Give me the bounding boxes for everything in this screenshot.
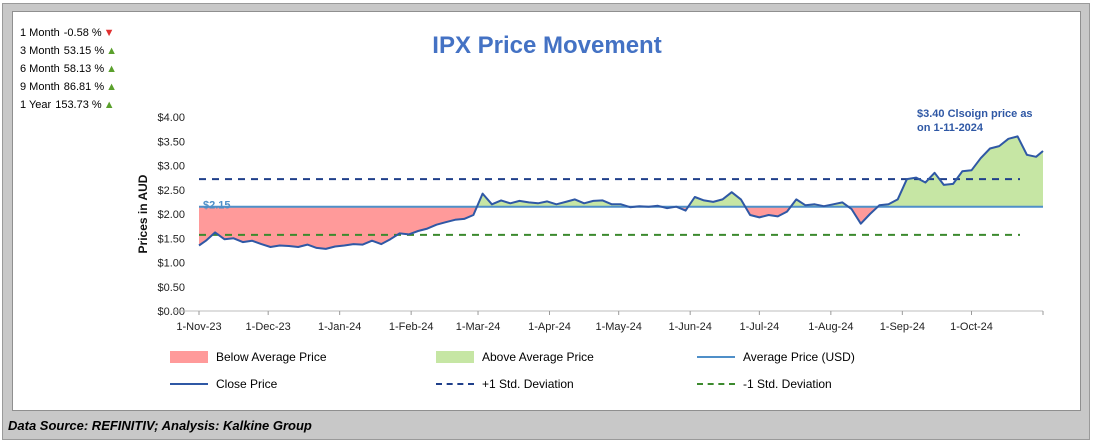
above-average-area (476, 136, 1043, 207)
arrow-up-icon: ▲ (106, 45, 118, 57)
legend-swatch (697, 356, 735, 358)
below-average-area (199, 206, 878, 249)
performance-period: 6 Month (20, 63, 60, 75)
x-tick-label: 1-Aug-24 (808, 321, 853, 333)
legend-label: Average Price (USD) (743, 350, 855, 364)
x-tick-label: 1-Oct-24 (950, 321, 993, 333)
x-tick-label: 1-Feb-24 (389, 321, 434, 333)
y-axis-title: Prices in AUD (136, 174, 150, 253)
y-tick-label: $2.00 (157, 209, 185, 221)
legend-item: -1 Std. Deviation (697, 375, 832, 393)
x-tick-label: 1-Jun-24 (668, 321, 711, 333)
x-tick-label: 1-Dec-23 (246, 321, 291, 333)
performance-period: 1 Month (20, 27, 60, 39)
y-tick-label: $1.00 (157, 258, 185, 270)
legend-swatch (697, 383, 735, 385)
legend-item: +1 Std. Deviation (436, 375, 574, 393)
legend-item: Above Average Price (436, 348, 594, 366)
legend-label: -1 Std. Deviation (743, 377, 832, 391)
performance-row: 6 Month 58.13 % ▲ (20, 60, 117, 78)
x-tick-label: 1-Jan-24 (318, 321, 361, 333)
y-tick-label: $1.50 (157, 233, 185, 245)
performance-value: -0.58 % (63, 27, 102, 39)
y-tick-label: $0.00 (157, 306, 185, 318)
chart-panel (12, 11, 1081, 411)
y-tick-label: $2.50 (157, 185, 185, 197)
chart-legend: Below Average Price Above Average Price Av… (170, 348, 1070, 392)
x-tick-label: 1-May-24 (595, 321, 641, 333)
performance-summary: 1 Month -0.58 % ▼ 3 Month 53.15 % ▲ 6 Month 58.… (20, 24, 117, 114)
y-tick-label: $4.00 (157, 112, 185, 124)
legend-swatch (436, 351, 474, 363)
x-tick-label: 1-Sep-24 (880, 321, 925, 333)
y-tick-label: $3.50 (157, 136, 185, 148)
performance-period: 3 Month (20, 45, 60, 57)
performance-row: 1 Month -0.58 % ▼ (20, 24, 117, 42)
outer-frame (2, 3, 1090, 440)
legend-label: +1 Std. Deviation (482, 377, 574, 391)
performance-row: 1 Year 153.73 % ▲ (20, 96, 117, 114)
legend-item: Close Price (170, 375, 277, 393)
performance-value: 153.73 % (55, 99, 102, 111)
y-tick-label: $0.50 (157, 282, 185, 294)
performance-value: 53.15 % (63, 45, 105, 57)
close-price-line (198, 135, 1044, 250)
legend-item: Below Average Price (170, 348, 327, 366)
x-tick-label: 1-Apr-24 (528, 321, 571, 333)
closing-price-annotation: on 1-11-2024 (917, 122, 984, 134)
arrow-down-icon: ▼ (103, 27, 115, 39)
x-tick-label: 1-Nov-23 (176, 321, 221, 333)
performance-period: 1 Year (20, 99, 52, 111)
x-tick-label: 1-Mar-24 (456, 321, 501, 333)
legend-swatch (170, 351, 208, 363)
legend-item: Average Price (USD) (697, 348, 855, 366)
performance-row: 3 Month 53.15 % ▲ (20, 42, 117, 60)
performance-row: 9 Month 86.81 % ▲ (20, 78, 117, 96)
legend-swatch (436, 383, 474, 385)
y-tick-label: $3.00 (157, 161, 185, 173)
legend-label: Close Price (216, 377, 278, 391)
data-source-note: Data Source: REFINITIV; Analysis: Kalkin… (8, 418, 312, 433)
performance-period: 9 Month (20, 81, 60, 93)
arrow-up-icon: ▲ (106, 81, 118, 93)
x-tick-label: 1-Jul-24 (739, 321, 779, 333)
arrow-up-icon: ▲ (103, 99, 115, 111)
performance-value: 86.81 % (63, 81, 105, 93)
legend-swatch (170, 383, 208, 385)
legend-label: Below Average Price (216, 350, 327, 364)
closing-price-annotation: $3.40 Clsoign price as (917, 108, 1033, 120)
average-price-label: $2.15 (203, 200, 231, 212)
chart-title: IPX Price Movement (432, 32, 662, 59)
legend-label: Above Average Price (482, 350, 594, 364)
performance-value: 58.13 % (63, 63, 105, 75)
arrow-up-icon: ▲ (106, 63, 118, 75)
